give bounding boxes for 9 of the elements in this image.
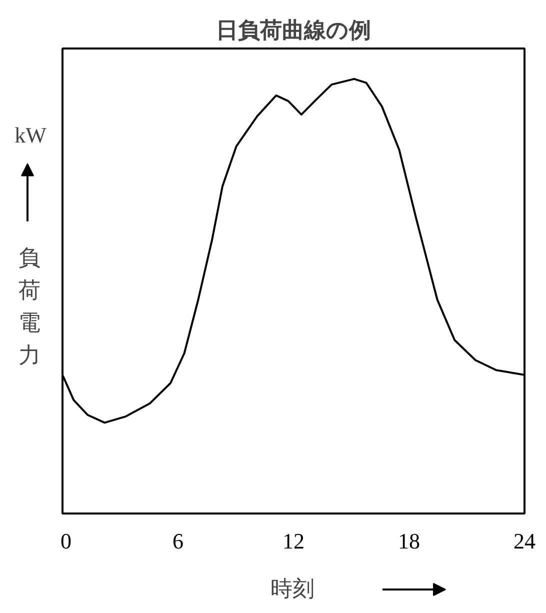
x-tick-label: 18 (398, 528, 420, 554)
y-axis-title: 負荷電力 (18, 246, 40, 369)
x-tick-label: 12 (282, 528, 304, 554)
x-axis-title: 時刻 (270, 577, 314, 602)
x-tick-label: 6 (172, 528, 184, 554)
chart-title: 日負荷曲線の例 (216, 18, 371, 44)
x-tick-label: 24 (514, 528, 536, 554)
text: kW (14, 122, 47, 148)
x-tick-label: 0 (60, 528, 72, 554)
